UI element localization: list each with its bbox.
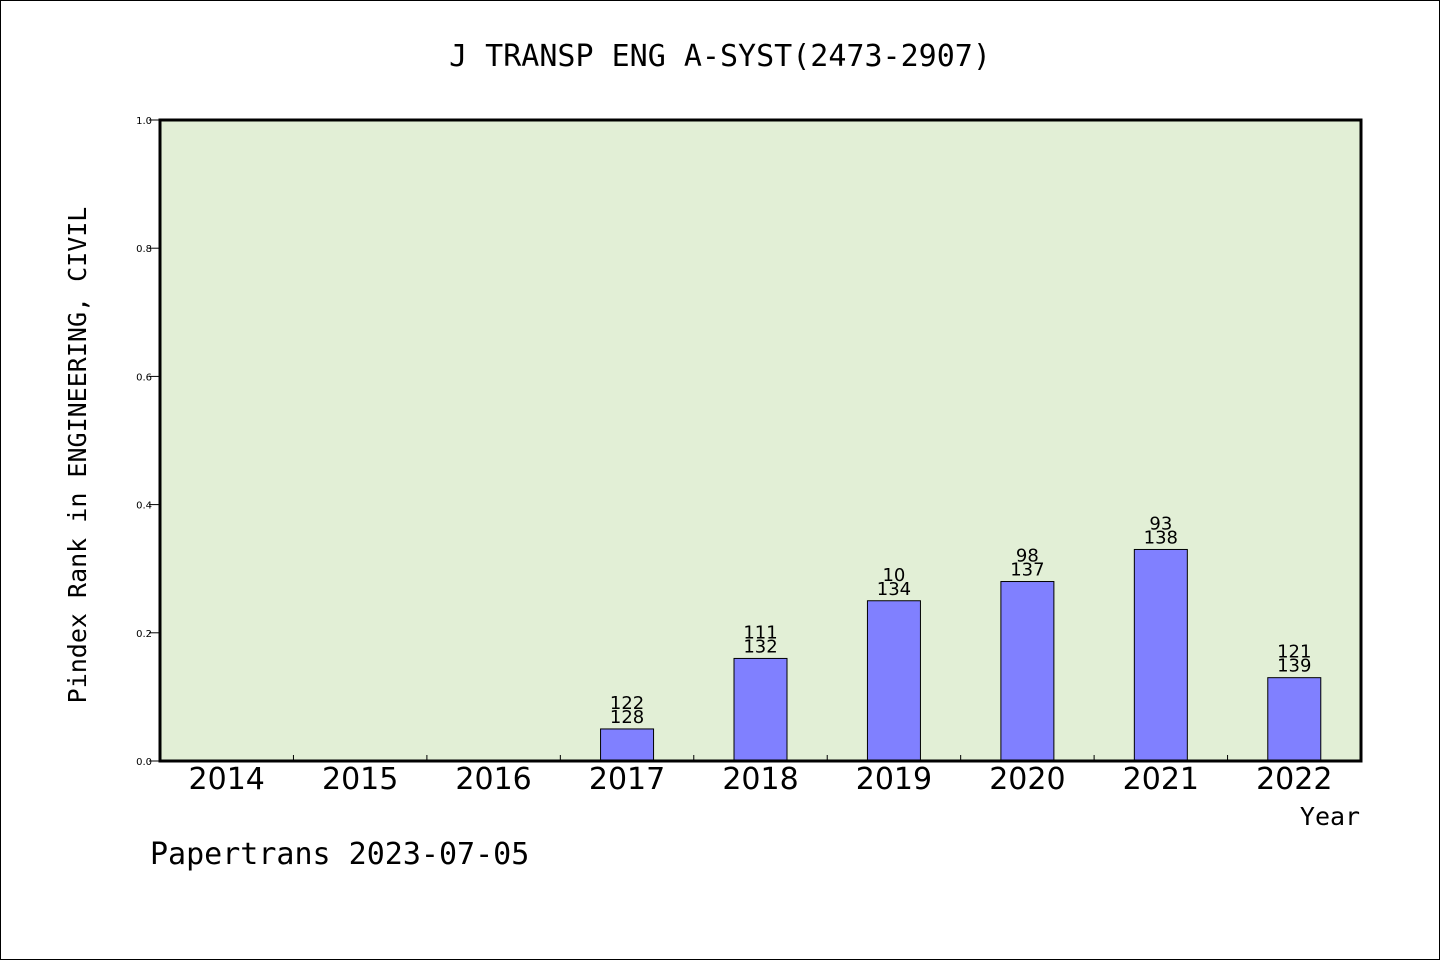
bar-rank-label: 10 (882, 565, 905, 586)
plot-border (158, 118, 1363, 763)
bar-rank-label: 111 (743, 622, 777, 643)
bar-total-label: 134 (877, 579, 911, 600)
axis-ticks: 0.0 0.2 0.4 0.6 0.8 1.0 2014 2015 2016 2017 2018 20… (136, 116, 1332, 797)
bar-rank-label: 122 (610, 693, 644, 714)
y-tick-label: 0.4 (136, 501, 152, 512)
y-tick-label: 0.8 (136, 244, 152, 255)
bar-total-label: 139 (1277, 656, 1311, 677)
bar-rank-label: 93 (1149, 513, 1172, 534)
bar-2020 (1000, 581, 1055, 762)
bars (600, 548, 1322, 762)
bar-2019 (866, 600, 921, 762)
y-axis-label: Pindex Rank in ENGINEERING, CIVIL (63, 207, 92, 704)
x-tick-label: 2022 (1256, 762, 1332, 797)
bar-2022 (1267, 677, 1322, 762)
y-tick-label: 0.0 (136, 757, 152, 768)
x-tick-label: 2016 (455, 762, 531, 797)
x-tick-label: 2020 (989, 762, 1065, 797)
x-tick-label: 2021 (1123, 762, 1199, 797)
x-tick-label: 2018 (722, 762, 798, 797)
bar-rank-label: 121 (1277, 642, 1311, 663)
x-tick-label: 2017 (589, 762, 665, 797)
bar-2017 (600, 728, 655, 762)
y-tick-label: 0.2 (136, 629, 152, 640)
bar-total-label: 132 (743, 636, 777, 657)
y-tick-label: 1.0 (136, 116, 152, 127)
bar-2018 (733, 657, 788, 762)
x-tick-label: 2019 (856, 762, 932, 797)
bar-total-label: 137 (1010, 560, 1044, 581)
bar-total-label: 128 (610, 707, 644, 728)
x-tick-label: 2015 (322, 762, 398, 797)
bar-2021 (1133, 548, 1188, 762)
y-tick-label: 0.6 (136, 372, 152, 383)
x-axis-label: Year (1300, 802, 1360, 831)
footer-source-date: Papertrans 2023-07-05 (150, 837, 529, 872)
bar-rank-label: 98 (1016, 546, 1039, 567)
x-tick-label: 2014 (189, 762, 265, 797)
bar-total-label: 138 (1144, 527, 1178, 548)
chart-title: J TRANSP ENG A-SYST(2473-2907) (449, 39, 991, 74)
